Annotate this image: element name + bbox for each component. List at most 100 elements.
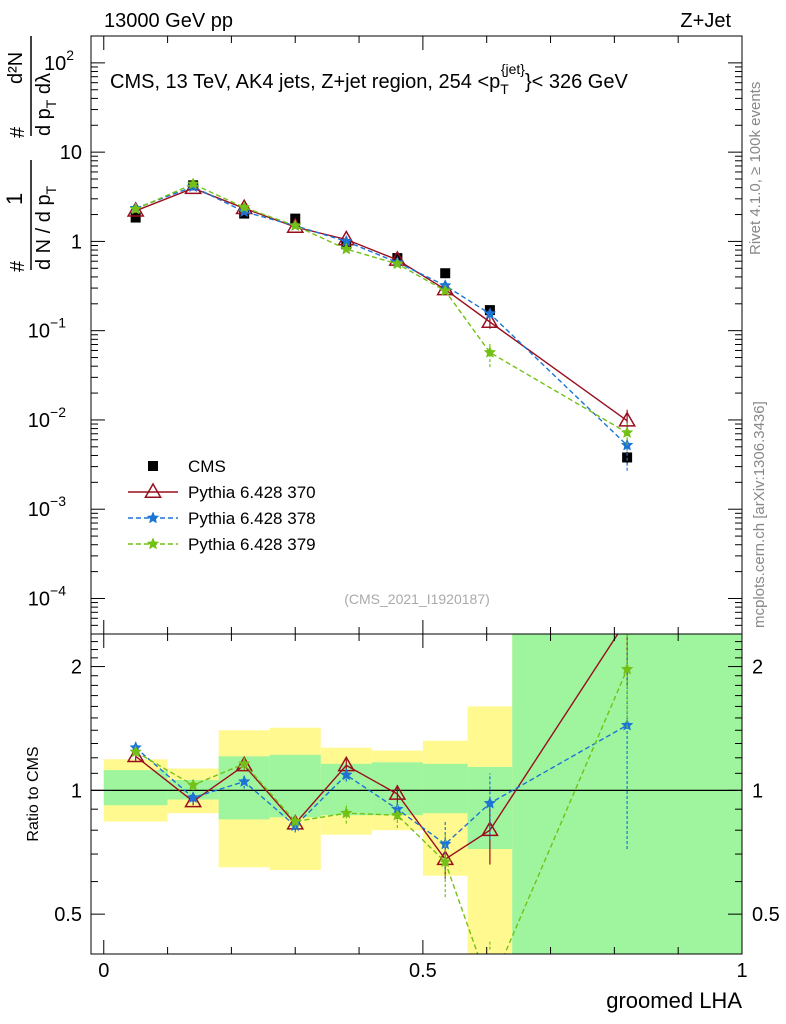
ratio-y-tick-label: 1	[71, 780, 82, 802]
y-tick-label: 10−1	[28, 315, 66, 343]
data-point	[130, 212, 141, 223]
legend-label: Pythia 6.428 379	[188, 535, 316, 554]
ratio-y-tick-label: 0.5	[54, 904, 82, 926]
ylabel-numerator: d²N	[5, 52, 27, 84]
y-tick-label: 10−3	[28, 493, 66, 521]
analysis-watermark: (CMS_2021_I1920187)	[344, 591, 490, 607]
legend-label: Pythia 6.428 370	[188, 483, 316, 502]
data-point	[618, 411, 637, 427]
legend-marker	[144, 482, 162, 498]
plot-title: CMS, 13 TeV, AK4 jets, Z+jet region, 254…	[110, 61, 628, 97]
main-y-axis: 10−4 10−3 10−2 10−1 1 10 102	[28, 35, 742, 635]
series-line	[135, 187, 628, 422]
data-point	[186, 177, 200, 190]
x-axis-label: groomed LHA	[606, 988, 742, 1013]
legend-item: CMS	[148, 457, 226, 476]
ylabel-denominator: d N / d pT	[33, 185, 59, 270]
main-x-ticks	[103, 36, 743, 634]
ratio-x-axis: 0 0.5 1	[98, 634, 748, 982]
ratio-point	[483, 796, 497, 809]
data-point	[480, 312, 499, 328]
mcplots-credit-label: mcplots.cern.ch [arXiv:1306.3436]	[751, 401, 768, 628]
data-point	[237, 200, 251, 213]
main-y-axis-label: # # 1 d N / d pT d²N d pT dλ	[2, 36, 59, 272]
y-tick-label: 1	[71, 231, 82, 253]
ratio-point	[237, 757, 251, 770]
data-point	[440, 268, 451, 279]
ratio-point	[235, 755, 254, 772]
y-tick-label: 10	[60, 142, 82, 164]
data-point	[483, 345, 497, 358]
header-right-label: Z+Jet	[680, 10, 731, 32]
series-1-pythia-6-428-370	[126, 178, 637, 437]
series-line	[135, 183, 628, 434]
ratio-point	[620, 718, 634, 731]
ratio-y-axis-label: Ratio to CMS	[25, 746, 42, 841]
series-0-cms	[130, 180, 633, 465]
band-green	[103, 770, 168, 806]
ratio-point	[237, 774, 251, 788]
series-3-pythia-6-428-379	[129, 177, 634, 446]
ratio-point	[129, 745, 143, 758]
ratio-point	[480, 820, 499, 837]
ratio-y-axis: 0.5 0.5 1 1 2 2	[54, 633, 780, 955]
x-tick-label: 0	[98, 960, 109, 982]
y-tick-label: 102	[44, 47, 74, 75]
series-line	[135, 185, 628, 446]
data-point	[390, 257, 404, 270]
ratio-point	[186, 790, 200, 804]
ratio-point	[388, 784, 407, 800]
ratio-y-tick-label-right: 1	[752, 780, 763, 802]
legend-marker	[148, 461, 158, 471]
ylabel-num-denominator: d pT dλ	[33, 73, 59, 136]
ratio-point	[438, 855, 452, 868]
ratio-point	[186, 778, 200, 791]
legend: CMS Pythia 6.428 370 Pythia 6.428 378 Pythi…	[128, 457, 316, 554]
header-left-label: 13000 GeV pp	[104, 10, 233, 32]
main-data-marks	[126, 177, 637, 471]
ratio-y-tick-label-right: 2	[752, 657, 763, 679]
data-point	[620, 426, 634, 439]
ratio-y-tick-label-right: 0.5	[752, 904, 780, 926]
legend-item: Pythia 6.428 378	[128, 509, 316, 528]
ratio-panel: 0.5 0.51 12 2 0 0.5 1 Ratio to CMS groomed LH…	[25, 633, 780, 1013]
ratio-point	[339, 806, 353, 819]
ratio-data-marks	[91, 634, 742, 993]
ratio-point	[620, 662, 634, 675]
y-tick-label: 10−4	[28, 582, 66, 610]
ratio-point	[390, 808, 404, 821]
legend-item: Pythia 6.428 379	[128, 535, 316, 554]
data-point	[483, 307, 497, 320]
x-tick-label: 0.5	[409, 960, 437, 982]
main-panel: 10−4 10−3 10−2 10−1 1 10 102 CMS, 13 TeV, AK4 …	[2, 35, 743, 635]
legend-marker	[146, 537, 160, 550]
legend-item: Pythia 6.428 370	[128, 482, 316, 502]
ratio-panel-frame	[90, 633, 743, 955]
ratio-point	[288, 814, 302, 827]
ratio-point	[339, 768, 353, 781]
data-point	[438, 284, 452, 297]
ratio-point	[126, 746, 145, 763]
data-point	[129, 202, 143, 215]
rivet-version-label: Rivet 4.1.0, ≥ 100k events	[747, 82, 764, 255]
data-point	[339, 242, 353, 255]
data-point	[622, 452, 633, 463]
data-point	[288, 219, 302, 232]
ratio-uncertainty-bands	[103, 634, 742, 954]
ratio-series-2-pythia-6-428-379	[129, 634, 634, 993]
ylabel-hash: #	[7, 260, 29, 272]
series-2-pythia-6-428-378	[129, 180, 634, 471]
ratio-point	[184, 791, 203, 808]
band-green	[422, 763, 468, 814]
legend-label: Pythia 6.428 378	[188, 509, 316, 528]
legend-label: CMS	[188, 457, 226, 476]
ylabel-hash-2: #	[7, 126, 29, 138]
ratio-y-tick-label: 2	[71, 657, 82, 679]
legend-marker	[146, 511, 160, 524]
data-point	[126, 201, 145, 217]
ratio-point	[484, 982, 495, 993]
x-tick-label: 1	[736, 960, 747, 982]
band-green	[269, 754, 321, 818]
ylabel-one: 1	[2, 193, 27, 205]
